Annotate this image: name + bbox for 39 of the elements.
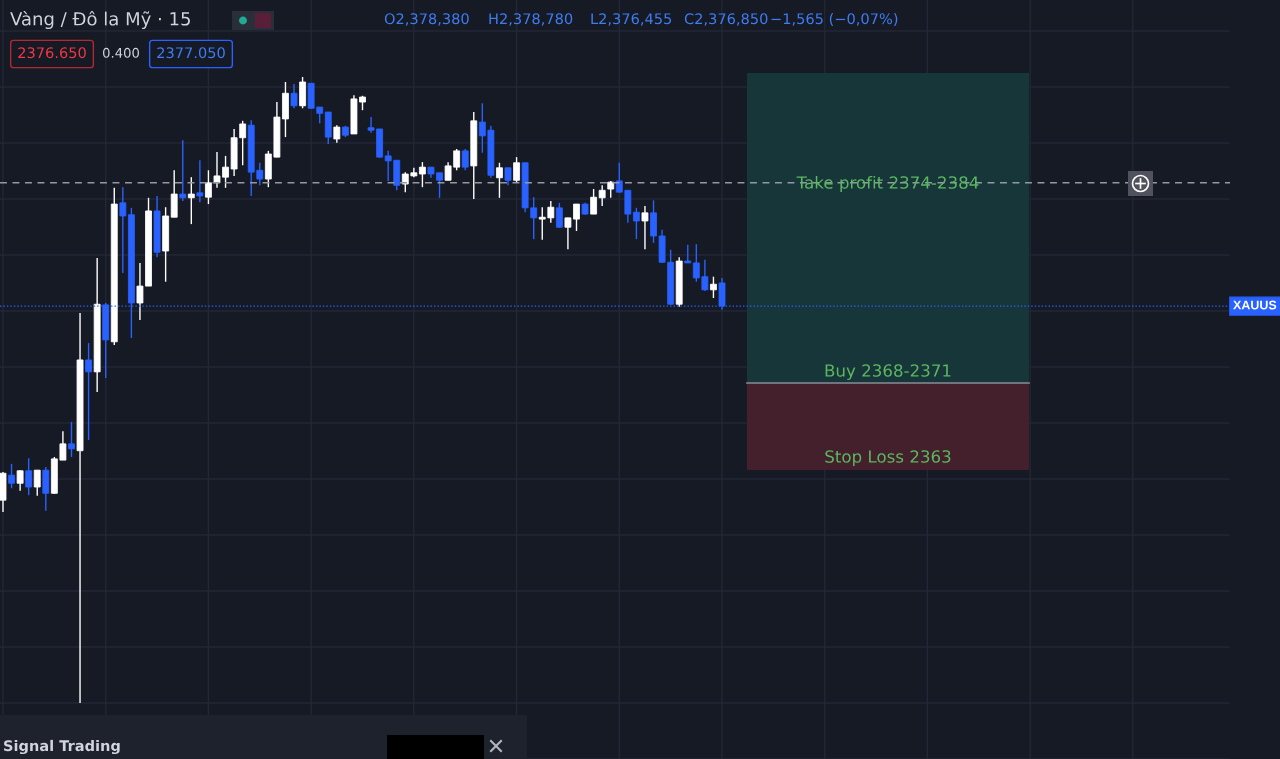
candlestick — [119, 186, 127, 274]
candlestick — [33, 469, 41, 497]
candlestick — [179, 139, 187, 202]
text: H2,378,780 — [489, 13, 573, 26]
candlestick — [710, 275, 717, 299]
text: Take profit 2374-2384 — [796, 175, 979, 193]
candlestick — [461, 148, 469, 171]
candlestick — [641, 205, 649, 250]
candlestick — [205, 169, 212, 205]
candlestick — [290, 83, 298, 109]
text: Buy 2368-2371 — [825, 364, 951, 381]
candlestick — [590, 188, 598, 215]
candlestick — [555, 202, 563, 229]
candlestick — [68, 421, 75, 458]
candlestick — [25, 457, 33, 496]
text: O2,378,380 — [384, 13, 469, 26]
chart-title: Vàng / Đô la Mỹ · 15 — [10, 10, 190, 30]
candlestick — [684, 244, 692, 264]
text: Stop Loss 2363 — [825, 450, 951, 467]
text: C2,376,850 — [684, 13, 768, 26]
candlestick — [85, 342, 93, 441]
text: 0.400 — [102, 47, 140, 58]
candlestick — [8, 463, 15, 489]
candlestick — [632, 207, 640, 240]
text: −1,565 (−0,07%) — [771, 12, 898, 26]
candlestick — [598, 184, 606, 207]
text: L2,376,455 — [591, 13, 672, 26]
candlestick — [42, 466, 50, 512]
candlestick — [196, 159, 204, 203]
candlestick — [513, 156, 520, 183]
candlestick — [16, 469, 24, 492]
candlestick — [170, 169, 178, 218]
text: 2377.050 — [157, 47, 225, 59]
text: 2376.650 — [18, 47, 86, 59]
ref-line-label: XAUUS — [1233, 300, 1277, 310]
text: Signal Trading — [4, 739, 120, 755]
candlestick — [299, 76, 306, 109]
candlestick — [187, 176, 195, 225]
candlestick — [496, 162, 503, 199]
